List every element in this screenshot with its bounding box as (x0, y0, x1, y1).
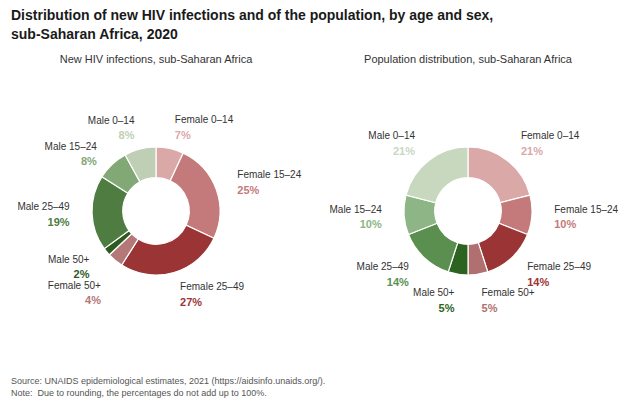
svg-text:Male 0–14: Male 0–14 (88, 115, 135, 126)
svg-text:Male 50+: Male 50+ (413, 287, 455, 298)
svg-text:25%: 25% (237, 184, 259, 196)
html-text:New HIV infections, sub-Sahara: New HIV infections, sub-Saharan Africa (59, 53, 253, 65)
svg-text:5%: 5% (482, 302, 498, 314)
svg-text:2%: 2% (74, 268, 90, 280)
svg-text:Female 50+: Female 50+ (482, 287, 535, 298)
html-text:sub-Saharan Africa, 2020: sub-Saharan Africa, 2020 (11, 25, 178, 42)
svg-text:8%: 8% (81, 155, 97, 167)
svg-text:Female 15–24: Female 15–24 (237, 169, 301, 180)
svg-text:Male 25–49: Male 25–49 (17, 201, 70, 212)
svg-text:5%: 5% (439, 302, 455, 314)
svg-text:19%: 19% (48, 216, 70, 228)
html-text:Population distribution, sub-S: Population distribution, sub-Saharan Afr… (364, 53, 572, 65)
svg-text:27%: 27% (180, 296, 202, 308)
svg-text:10%: 10% (360, 218, 382, 230)
svg-text:4%: 4% (85, 294, 101, 306)
svg-text:Male 50+: Male 50+ (48, 254, 90, 265)
svg-text:Male 25–49: Male 25–49 (357, 261, 410, 272)
svg-text:Female 25–49: Female 25–49 (180, 281, 244, 292)
svg-text:Male 15–24: Male 15–24 (45, 141, 98, 152)
svg-text:7%: 7% (175, 129, 191, 141)
svg-text:21%: 21% (521, 145, 543, 157)
svg-text:21%: 21% (393, 145, 415, 157)
svg-text:Male 0–14: Male 0–14 (368, 130, 415, 141)
svg-text:Female 50+: Female 50+ (48, 280, 101, 291)
svg-text:8%: 8% (119, 129, 135, 141)
html-text:Distribution of new HIV infect: Distribution of new HIV infections and o… (11, 7, 494, 23)
svg-text:Female 25–49: Female 25–49 (527, 261, 591, 272)
svg-text:14%: 14% (527, 276, 549, 288)
svg-text:Female 15–24: Female 15–24 (554, 204, 616, 215)
html-text:Source: UNAIDS epidemiological: Source: UNAIDS epidemiological estimates… (11, 375, 326, 386)
html-text:Note: Due to rounding, the per: Note: Due to rounding, the percentages d… (11, 388, 267, 399)
svg-text:14%: 14% (387, 276, 409, 288)
svg-text:Female 0–14: Female 0–14 (175, 114, 234, 125)
svg-text:Female 0–14: Female 0–14 (521, 130, 580, 141)
svg-text:Male 15–24: Male 15–24 (330, 204, 383, 215)
svg-text:10%: 10% (554, 218, 576, 230)
